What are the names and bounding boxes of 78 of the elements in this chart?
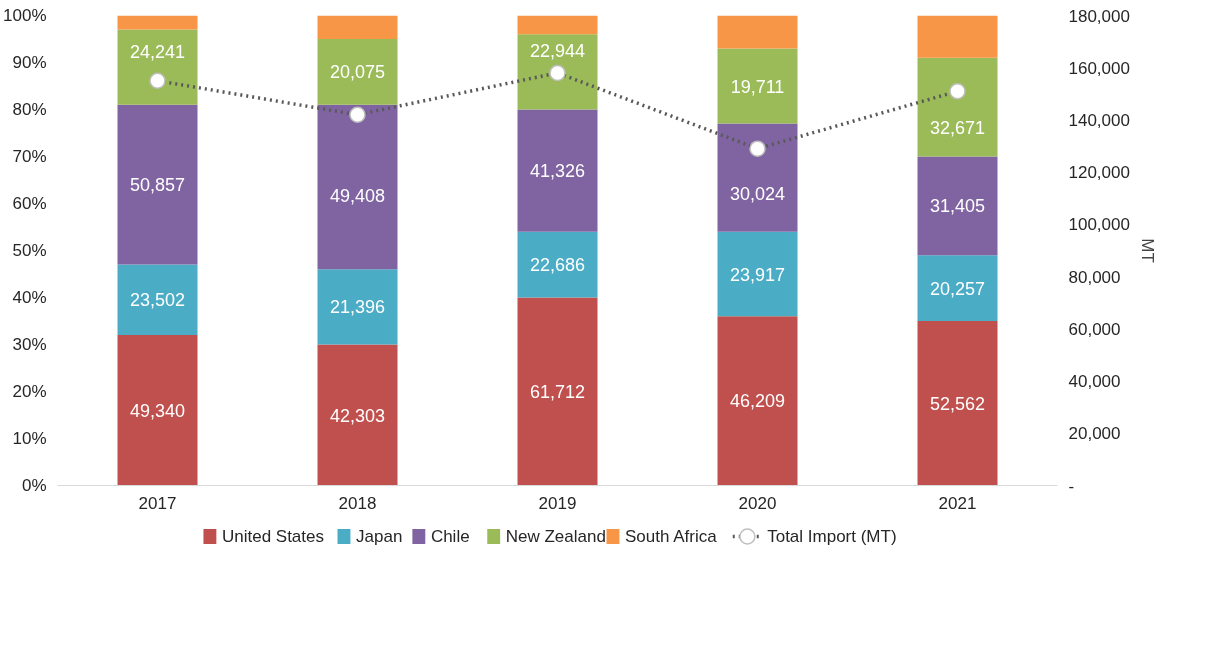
legend-label: United States <box>221 527 325 546</box>
y2-axis-title: MT <box>1137 238 1157 263</box>
bar <box>717 48 798 124</box>
y-tick-label: 60% <box>12 194 47 213</box>
annotation: 50,857 <box>129 175 186 196</box>
y2-tick-label: - <box>1068 476 1075 496</box>
y2-tick-label: 100,000 <box>1068 215 1130 235</box>
bar <box>917 321 998 486</box>
bar <box>917 57 998 157</box>
y2-tick-label: 60,000 <box>1068 319 1121 339</box>
annotation: 23,502 <box>129 290 186 311</box>
y-tick-label: 50% <box>12 241 47 260</box>
annotation: 20,257 <box>929 278 986 299</box>
y2-tick-label: 80,000 <box>1068 267 1121 287</box>
y-tick-label: 100% <box>3 6 47 25</box>
y-tick-label: 70% <box>12 147 47 166</box>
bar <box>517 34 598 110</box>
annotation: 23,917 <box>729 264 786 285</box>
y-tick-label: 30% <box>12 335 47 354</box>
annotation: 22,686 <box>529 255 586 276</box>
y-tick-label: 80% <box>12 100 47 119</box>
annotation: 21,396 <box>329 297 386 318</box>
legend-label: Japan <box>356 527 403 546</box>
bar <box>717 316 798 486</box>
y2-tick-label: 140,000 <box>1068 110 1130 130</box>
x-tick-label: 2020 <box>738 493 777 513</box>
y-tick-label: 20% <box>12 382 47 401</box>
y-tick-label: 90% <box>12 53 47 72</box>
legend-label: South Africa <box>625 527 718 546</box>
legend-label: Total Import (MT) <box>767 527 897 546</box>
y-tick-label: 10% <box>12 429 47 448</box>
annotation: 32,671 <box>929 117 986 138</box>
bar <box>117 264 198 336</box>
bar <box>317 104 398 270</box>
bar <box>917 15 998 58</box>
annotation: 20,075 <box>329 62 386 83</box>
bar <box>317 269 398 345</box>
annotation: 49,408 <box>329 186 386 207</box>
annotation: 22,944 <box>529 40 586 61</box>
annotation: 31,405 <box>929 196 986 217</box>
bar <box>717 15 798 49</box>
bar <box>517 109 598 232</box>
legend-label: Chile <box>430 527 470 546</box>
annotation: 30,024 <box>729 184 786 205</box>
annotation: 42,303 <box>329 405 386 426</box>
bar <box>317 344 398 486</box>
x-tick-label: 2017 <box>138 493 177 513</box>
annotation: 46,209 <box>729 391 786 412</box>
bar <box>117 15 198 30</box>
bar <box>517 15 598 35</box>
x-tick-label: 2019 <box>538 493 577 513</box>
x-tick-label: 2021 <box>938 493 977 513</box>
bar <box>517 231 598 298</box>
bar <box>117 335 198 486</box>
annotation: 61,712 <box>529 382 586 402</box>
y2-tick-label: 40,000 <box>1068 372 1121 392</box>
annotation: 49,340 <box>129 400 186 421</box>
x-tick-label: 2018 <box>338 493 377 513</box>
annotation: 41,326 <box>529 161 586 182</box>
bar <box>317 15 398 39</box>
y2-tick-label: 20,000 <box>1068 424 1121 444</box>
bar <box>317 39 398 105</box>
bar <box>117 104 198 265</box>
legend-label: New Zealand <box>505 527 606 546</box>
bar <box>517 297 598 486</box>
annotation: 24,241 <box>129 42 186 63</box>
annotation: 19,711 <box>730 76 785 97</box>
bar <box>917 156 998 256</box>
y2-tick-label: 160,000 <box>1068 58 1130 78</box>
bar <box>917 255 998 321</box>
y-tick-label: 40% <box>12 288 47 307</box>
bar <box>717 123 798 232</box>
bar <box>117 29 198 105</box>
y2-tick-label: 180,000 <box>1068 6 1130 26</box>
y-tick-label: 0% <box>21 476 47 495</box>
bar <box>717 231 798 317</box>
annotation: 52,562 <box>929 393 986 414</box>
y2-tick-label: 120,000 <box>1068 163 1130 183</box>
